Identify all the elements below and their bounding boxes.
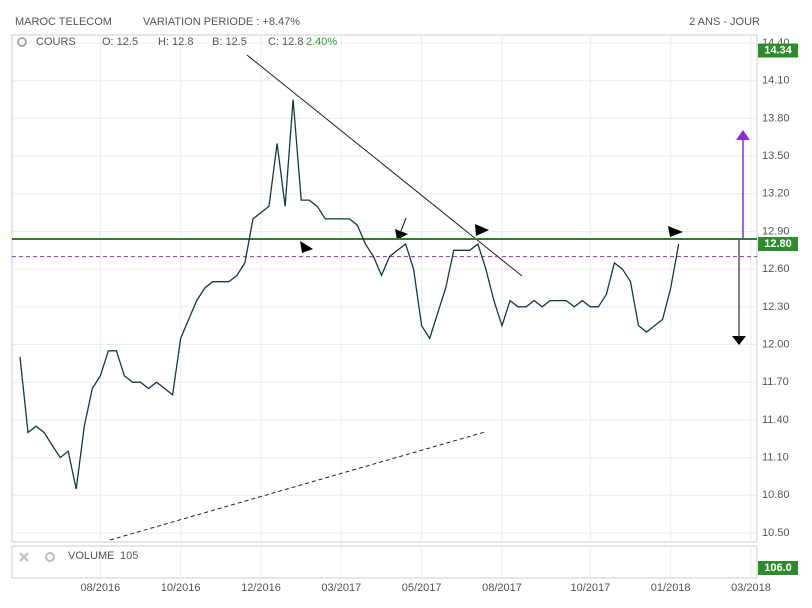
arrow: [300, 241, 313, 253]
target-arrow-head: [736, 130, 750, 140]
y-tick-label: 13.20: [762, 188, 790, 200]
y-tick-label: 11.40: [762, 414, 789, 426]
volume-last: 105: [120, 550, 138, 562]
last-label-box: [758, 237, 798, 252]
settings-icon[interactable]: [45, 552, 55, 562]
y-tick-label: 12.30: [762, 301, 790, 313]
price-line: [19, 99, 680, 490]
volume-frame: [11, 545, 758, 579]
volume-box-text: 106.0: [764, 562, 792, 574]
stock-name: MAROC TELECOM: [15, 16, 112, 28]
y-tick-label: 11.70: [762, 376, 789, 388]
y-tick-label: 13.80: [762, 112, 790, 124]
y-tick-label: 12.90: [762, 225, 790, 237]
legend-low: B: 12.5: [212, 36, 247, 48]
high-label-box: [758, 43, 798, 58]
trend-line: [109, 431, 486, 541]
legend-high: H: 12.8: [158, 36, 193, 48]
legend-label: COURS: [36, 36, 76, 48]
x-tick-label: 10/2017: [570, 582, 610, 594]
legend-close: C: 12.8: [268, 36, 303, 48]
y-tick-label: 11.10: [762, 452, 789, 464]
legend-change: 2.40%: [306, 36, 337, 48]
high-label-text: 14.34: [764, 44, 792, 56]
legend-open: O: 12.5: [102, 36, 138, 48]
close-icon[interactable]: [19, 552, 29, 562]
y-tick-label: 13.50: [762, 150, 790, 162]
x-tick-label: 01/2018: [651, 582, 691, 594]
period[interactable]: 2 ANS - JOUR: [689, 16, 760, 28]
arrow: [668, 226, 683, 237]
y-tick-label: 14.10: [762, 75, 790, 87]
x-tick-label: 08/2017: [482, 582, 522, 594]
x-tick-label: 03/2017: [321, 582, 361, 594]
variation: VARIATION PERIODE : +8.47%: [143, 16, 300, 28]
arrow: [400, 217, 407, 232]
plot-frame: [11, 34, 758, 543]
y-tick-label: 12.00: [762, 338, 790, 350]
x-tick-label: 12/2016: [241, 582, 281, 594]
y-tick-label: 10.50: [762, 527, 790, 539]
y-tick-label: 12.60: [762, 263, 790, 275]
target-arrow-head: [732, 336, 746, 345]
arrow: [475, 224, 489, 236]
volume-box: [758, 561, 798, 575]
volume-label: VOLUME: [68, 550, 114, 562]
grid: [12, 35, 757, 578]
last-label-text: 12.80: [764, 238, 792, 250]
arrow: [395, 229, 408, 240]
y-tick-label: 10.80: [762, 489, 790, 501]
x-tick-label: 05/2017: [402, 582, 442, 594]
x-tick-label: 03/2018: [731, 582, 771, 594]
x-tick-label: 08/2016: [80, 582, 120, 594]
settings-icon[interactable]: [17, 37, 27, 47]
x-tick-label: 10/2016: [161, 582, 201, 594]
